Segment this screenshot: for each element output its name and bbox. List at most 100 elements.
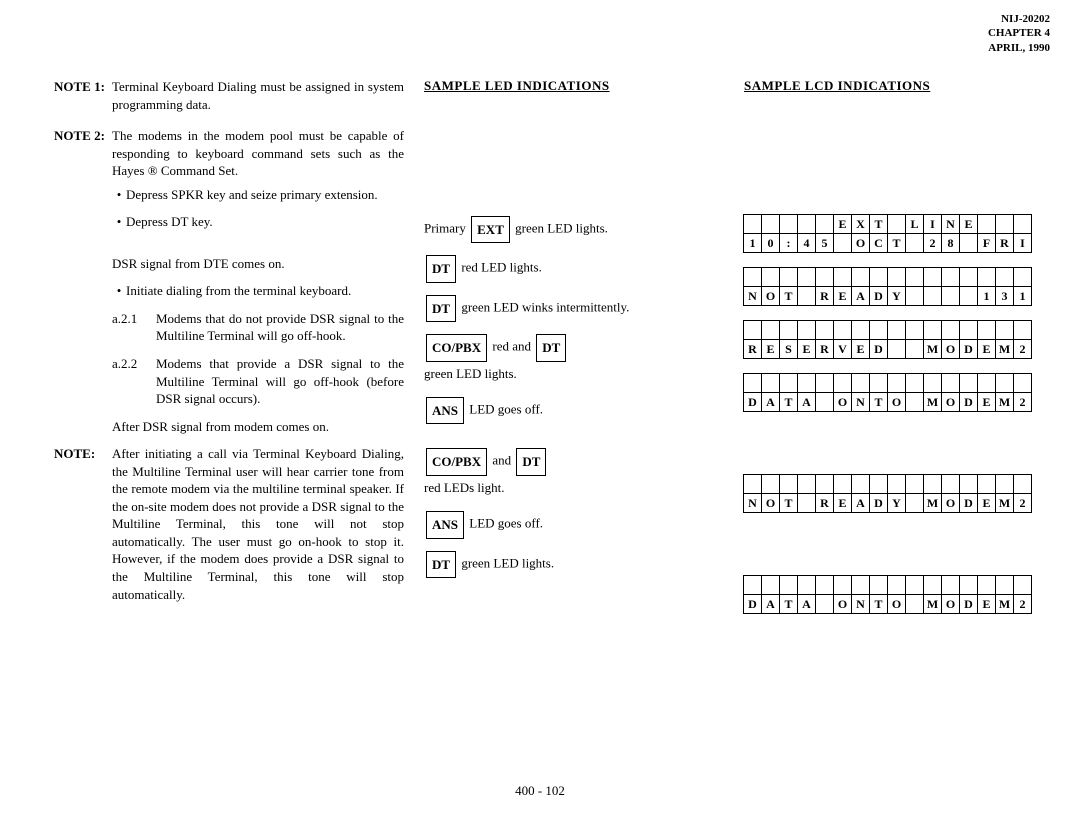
lcd-cell	[905, 340, 924, 359]
lcd-cell	[995, 373, 1014, 393]
lcd-cell: E	[977, 393, 996, 412]
lcd-cell: N	[743, 494, 762, 513]
key-box-ans: ANS	[426, 511, 464, 538]
lcd-cell: A	[797, 393, 816, 412]
lcd-cell	[977, 575, 996, 595]
page-number: 400 - 102	[0, 783, 1080, 799]
lcd-cell	[941, 373, 960, 393]
column-notes: NOTE 1: Terminal Keyboard Dialing must b…	[54, 78, 404, 628]
lcd-cell: O	[833, 595, 852, 614]
lcd-cell	[923, 373, 942, 393]
lcd-cell	[905, 575, 924, 595]
lcd-row	[744, 267, 1044, 287]
lcd-cell	[995, 474, 1014, 494]
led-line: Primary EXT green LED lights.	[424, 216, 724, 243]
lcd-cell: 2	[1013, 393, 1032, 412]
lcd-cell: E	[833, 287, 852, 306]
lcd-cell: N	[743, 287, 762, 306]
after-line: After DSR signal from modem comes on.	[54, 418, 404, 436]
section-title-lcd: SAMPLE LCD INDICATIONS	[744, 78, 1044, 94]
lcd-cell	[959, 575, 978, 595]
lcd-cell	[761, 214, 780, 234]
page-body: NOTE 1: Terminal Keyboard Dialing must b…	[0, 0, 1080, 628]
lcd-cell	[851, 320, 870, 340]
lcd-cell: M	[995, 494, 1014, 513]
lcd-cell	[941, 474, 960, 494]
lcd-cell: A	[761, 393, 780, 412]
lcd-cell	[977, 320, 996, 340]
a21: a.2.1 Modems that do not provide DSR sig…	[112, 310, 404, 345]
lcd-row: EXTLINE	[744, 214, 1044, 234]
lcd-cell	[995, 214, 1014, 234]
lcd-cell	[977, 474, 996, 494]
lcd-cell: E	[761, 340, 780, 359]
key-box-copbx: CO/PBX	[426, 334, 487, 361]
doc-id: NIJ-20202	[988, 12, 1050, 26]
lcd-cell	[797, 575, 816, 595]
lcd-row	[744, 575, 1044, 595]
a22: a.2.2 Modems that provide a DSR signal t…	[112, 355, 404, 408]
lcd-cell	[887, 320, 906, 340]
lcd-cell	[833, 267, 852, 287]
bullet-item: • Initiate dialing from the terminal key…	[112, 282, 404, 300]
lcd-cell	[1013, 373, 1032, 393]
header-right: NIJ-20202 CHAPTER 4 APRIL, 1990	[988, 12, 1050, 55]
lcd-cell: :	[779, 234, 798, 253]
dsr-line: DSR signal from DTE comes on.	[54, 255, 404, 273]
lcd-cell: T	[779, 494, 798, 513]
lcd-cell	[743, 575, 762, 595]
led-line: CO/PBX red and DT green LED lights.	[424, 334, 724, 385]
lcd-cell: C	[869, 234, 888, 253]
lcd-cell: E	[977, 595, 996, 614]
lcd-cell: T	[779, 595, 798, 614]
lcd-cell	[779, 474, 798, 494]
sub-label: a.2.1	[112, 310, 156, 345]
key-box-ext: EXT	[471, 216, 510, 243]
lcd-block-3: RESERVEDMODEM2	[744, 320, 1044, 359]
lcd-cell	[887, 474, 906, 494]
lcd-cell	[761, 320, 780, 340]
lcd-cell: 1	[743, 234, 762, 253]
led-line: DT red LED lights.	[424, 255, 724, 282]
lcd-cell	[851, 267, 870, 287]
lcd-cell: A	[851, 287, 870, 306]
lcd-cell: D	[959, 340, 978, 359]
lcd-cell	[779, 373, 798, 393]
lcd-cell: O	[941, 340, 960, 359]
led-line: ANS LED goes off.	[424, 511, 724, 538]
lcd-cell: D	[743, 595, 762, 614]
lcd-cell	[869, 474, 888, 494]
lcd-cell: M	[995, 340, 1014, 359]
lcd-cell: 5	[815, 234, 834, 253]
lcd-cell	[815, 595, 834, 614]
lcd-cell	[1013, 214, 1032, 234]
bullet-list: • Depress SPKR key and seize primary ext…	[112, 186, 404, 231]
lcd-cell	[743, 267, 762, 287]
led-line: DT green LED lights.	[424, 551, 724, 578]
key-box-copbx: CO/PBX	[426, 448, 487, 475]
lcd-cell	[779, 575, 798, 595]
led-line: CO/PBX and DT red LEDs light.	[424, 448, 724, 499]
key-box-dt: DT	[516, 448, 546, 475]
lcd-cell: O	[851, 234, 870, 253]
led-text: red LEDs light.	[424, 480, 505, 495]
key-box-dt: DT	[426, 551, 456, 578]
lcd-cell: I	[1013, 234, 1032, 253]
lcd-cell: 2	[1013, 494, 1032, 513]
lcd-cell	[869, 373, 888, 393]
bullet-item: • Depress DT key.	[112, 213, 404, 231]
lcd-cell	[995, 320, 1014, 340]
note-body-text: The modems in the modem pool must be cap…	[112, 128, 404, 178]
note-label: NOTE 2:	[54, 127, 112, 241]
lcd-cell: R	[815, 494, 834, 513]
column-lcd: SAMPLE LCD INDICATIONS EXTLINE10:45OCT28…	[744, 78, 1044, 628]
lcd-row	[744, 320, 1044, 340]
lcd-cell	[851, 373, 870, 393]
sub-label: a.2.2	[112, 355, 156, 408]
lcd-cell	[887, 340, 906, 359]
lcd-row: NOTREADY131	[744, 287, 1044, 306]
lcd-cell	[833, 234, 852, 253]
lcd-cell	[869, 320, 888, 340]
lcd-cell: D	[959, 393, 978, 412]
led-line: DT green LED winks intermittently.	[424, 295, 724, 322]
